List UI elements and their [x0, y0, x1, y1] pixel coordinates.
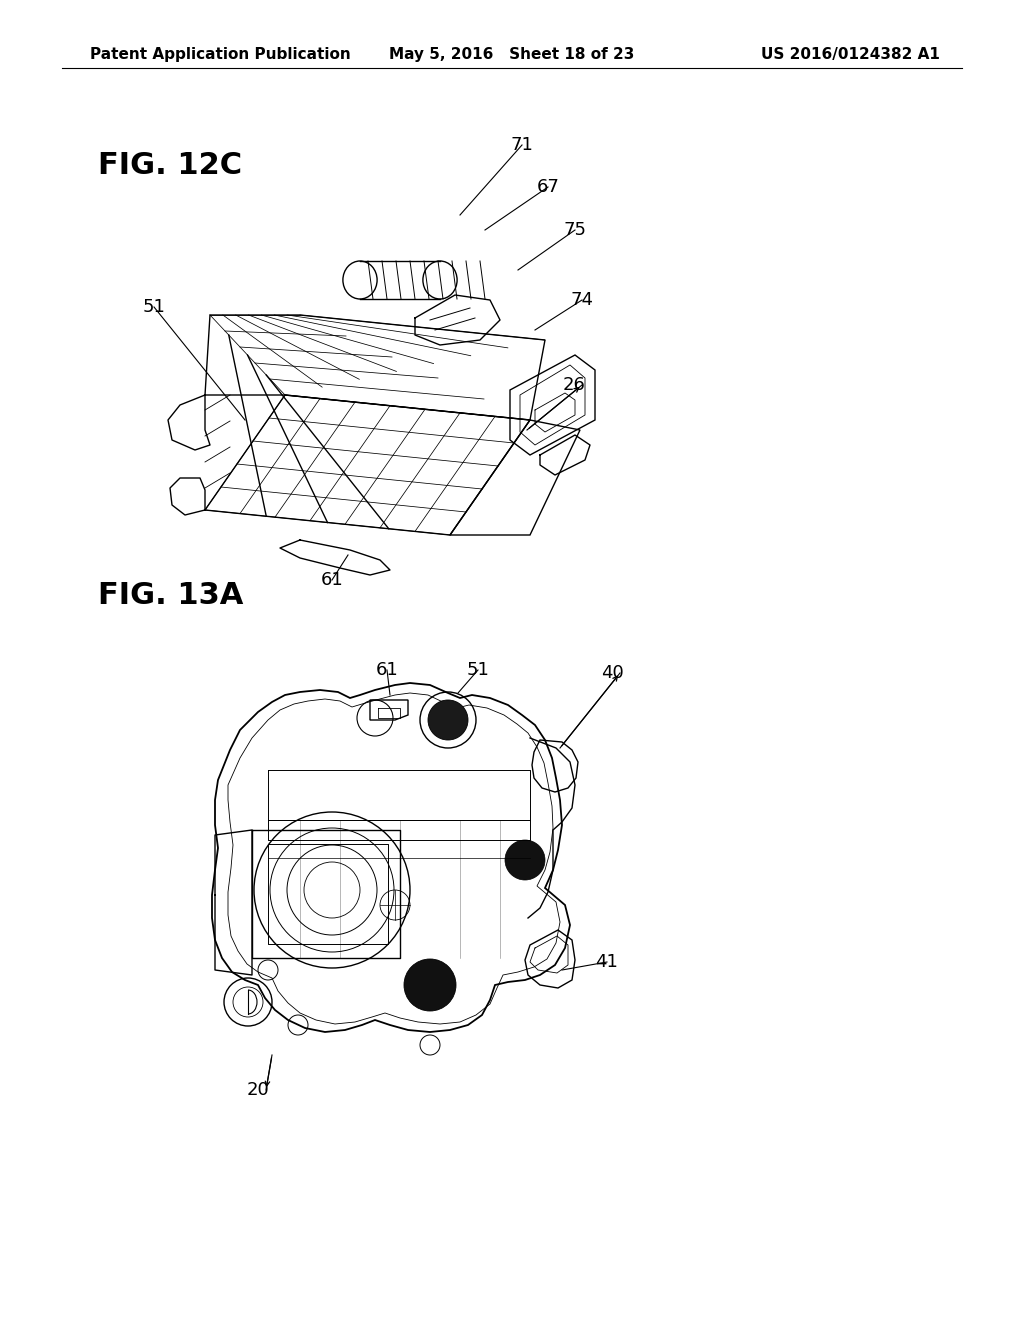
Text: 74: 74: [570, 290, 594, 309]
Text: 75: 75: [563, 220, 587, 239]
Text: 61: 61: [321, 572, 343, 589]
Text: 67: 67: [537, 178, 559, 195]
Circle shape: [428, 700, 468, 741]
Text: 40: 40: [601, 664, 624, 682]
Text: 26: 26: [562, 376, 586, 393]
Text: May 5, 2016   Sheet 18 of 23: May 5, 2016 Sheet 18 of 23: [389, 48, 635, 62]
Text: 61: 61: [376, 661, 398, 678]
Text: 71: 71: [511, 136, 534, 154]
Text: FIG. 12C: FIG. 12C: [98, 150, 242, 180]
Text: US 2016/0124382 A1: US 2016/0124382 A1: [761, 48, 940, 62]
Text: Patent Application Publication: Patent Application Publication: [90, 48, 351, 62]
Text: 41: 41: [596, 953, 618, 972]
Text: FIG. 13A: FIG. 13A: [98, 581, 244, 610]
Text: 51: 51: [142, 298, 166, 315]
Circle shape: [404, 960, 456, 1011]
Text: 51: 51: [467, 661, 489, 678]
Text: 20: 20: [247, 1081, 269, 1100]
Circle shape: [505, 840, 545, 880]
